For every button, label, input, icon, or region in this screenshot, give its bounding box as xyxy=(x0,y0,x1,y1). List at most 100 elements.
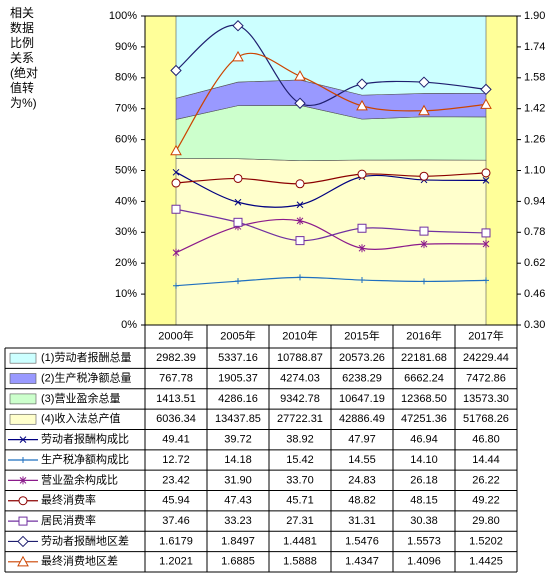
x-tick-label: 2016年 xyxy=(406,328,441,342)
table-value: 7472.86 xyxy=(466,372,506,384)
y-axis-title: 相关 数据 比例 关系 (绝对 值转 为%) xyxy=(10,6,38,111)
marker xyxy=(294,70,306,81)
marker xyxy=(357,169,367,179)
x-tick-label: 2017年 xyxy=(468,328,503,342)
table-value: 31.90 xyxy=(224,474,252,486)
table-value: 1413.51 xyxy=(156,393,196,405)
marker xyxy=(357,223,367,233)
y2-tick-label: 1.74 xyxy=(524,41,545,53)
table-value: 27.31 xyxy=(286,515,314,527)
table-value: 31.31 xyxy=(348,515,376,527)
table-value: 49.22 xyxy=(472,495,500,507)
y-axis-title-line: 数据 xyxy=(10,21,35,35)
table-value: 30.38 xyxy=(410,515,438,527)
line xyxy=(175,218,487,254)
y-axis-title-line: 为%) xyxy=(10,96,37,110)
area xyxy=(175,158,487,326)
y-tick-label: 0% xyxy=(121,319,137,331)
table-value: 1.4347 xyxy=(345,556,379,568)
table-value: 48.82 xyxy=(348,495,376,507)
y-tick-label: 80% xyxy=(115,72,137,84)
table-value: 20573.26 xyxy=(339,352,385,364)
table-value: 1.5476 xyxy=(345,535,379,547)
table-value: 46.80 xyxy=(472,434,500,446)
y-axis-title-line: (绝对 xyxy=(10,66,38,80)
marker xyxy=(358,244,366,253)
table-value: 10647.19 xyxy=(339,393,385,405)
table-value: 1.5888 xyxy=(283,556,317,568)
legend-key xyxy=(9,352,37,364)
y2-tick-label: 1.26 xyxy=(524,134,545,146)
legend-key xyxy=(9,413,37,425)
marker xyxy=(170,64,182,77)
marker xyxy=(480,98,492,109)
legend-marker xyxy=(18,496,28,506)
marker xyxy=(297,274,303,281)
table-value: 1.2021 xyxy=(159,556,193,568)
table-value: 47.43 xyxy=(224,495,252,507)
legend-label: (3)营业盈余总量 xyxy=(41,391,120,405)
table-value: 29.80 xyxy=(472,515,500,527)
y-tick-label: 20% xyxy=(115,257,137,269)
legend-key xyxy=(9,373,37,384)
line xyxy=(175,276,487,287)
table-value: 24.83 xyxy=(348,474,376,486)
y-tick-label: 10% xyxy=(115,288,137,300)
table-value: 1.6885 xyxy=(221,556,255,568)
marker xyxy=(418,76,430,88)
legend-label: 劳动者报酬地区差 xyxy=(41,533,129,547)
marker xyxy=(232,20,244,32)
table-value: 47251.36 xyxy=(401,413,447,425)
table-value: 49.41 xyxy=(162,434,190,446)
marker xyxy=(483,277,489,284)
table-value: 15.42 xyxy=(286,454,314,466)
table-value: 39.72 xyxy=(224,434,252,446)
table-value: 45.94 xyxy=(162,495,190,507)
table-value: 33.23 xyxy=(224,515,252,527)
legend-label: 生产税净额构成比 xyxy=(41,452,129,466)
table-value: 51768.26 xyxy=(463,413,509,425)
table-value: 46.94 xyxy=(410,434,438,446)
table-value: 22181.68 xyxy=(401,352,447,364)
marker xyxy=(482,239,490,248)
legend-label: 劳动者报酬构成比 xyxy=(41,432,129,446)
marker xyxy=(233,173,243,183)
marker xyxy=(171,204,181,214)
y2-tick-label: 1.90 xyxy=(524,10,545,22)
legend-key xyxy=(9,393,37,405)
marker xyxy=(421,278,427,285)
legend-label: 营业盈余构成比 xyxy=(41,472,118,486)
table-value: 45.71 xyxy=(286,495,314,507)
marker xyxy=(419,171,429,181)
y2-tick-label: 0.78 xyxy=(524,226,545,238)
marker xyxy=(296,201,304,209)
marker xyxy=(481,228,491,238)
y-tick-label: 90% xyxy=(115,41,137,53)
y2-tick-label: 0.46 xyxy=(524,288,545,300)
marker xyxy=(173,282,179,289)
marker xyxy=(356,78,368,90)
marker xyxy=(232,50,244,62)
marker xyxy=(420,240,428,249)
table-value: 27722.31 xyxy=(277,413,323,425)
legend-label: (1)劳动者报酬总量 xyxy=(41,350,131,364)
y-tick-label: 50% xyxy=(115,164,137,176)
y2-tick-label: 1.42 xyxy=(524,103,545,115)
legend-marker xyxy=(19,476,27,485)
legend-label: 最终消费率 xyxy=(41,493,96,507)
table-value: 47.97 xyxy=(348,434,376,446)
legend-label: (2)生产税净额总量 xyxy=(41,370,131,384)
x-tick-label: 2015年 xyxy=(344,328,379,342)
table-value: 23.42 xyxy=(162,474,190,486)
marker xyxy=(295,179,305,189)
table-value: 6238.29 xyxy=(342,372,382,384)
marker xyxy=(418,104,430,116)
line xyxy=(175,172,487,185)
legend-label: 居民消费率 xyxy=(41,513,96,527)
table-value: 4274.03 xyxy=(280,372,320,384)
y2-tick-label: 0.62 xyxy=(524,257,545,269)
table-value: 38.92 xyxy=(286,434,314,446)
y-axis-title-line: 关系 xyxy=(10,51,35,65)
